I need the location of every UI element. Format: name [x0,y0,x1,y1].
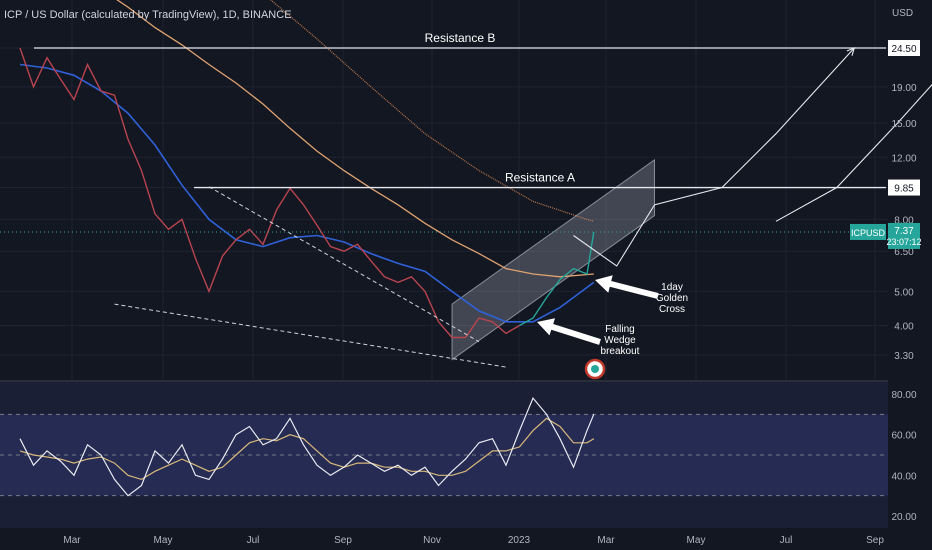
time-tick-label: Sep [866,535,884,546]
price-tick-label: 19.00 [891,83,916,94]
price-tick-label: 4.00 [894,322,914,333]
ma-200-line [116,0,594,278]
symbol-tag [850,223,886,240]
rsi-tick-label: 40.00 [891,471,916,482]
symbol-label: ICPUSD [851,228,886,238]
breakout-marker-center [591,365,599,373]
annotation-text: Falling [605,324,634,335]
price-tick-label: 6.50 [894,247,914,258]
rsi-ma-line [19,417,595,481]
last-price-tag [888,222,920,249]
annotation-text: breakout [601,346,640,357]
level-price-tag [888,40,920,56]
golden-cross-arrow [595,275,659,299]
price-tick-label: 12.00 [891,153,916,164]
resistance-label: Resistance B [425,31,496,45]
time-tick-label: Jul [247,535,260,546]
ma-50-line [19,63,595,323]
countdown-label: 23:07:12 [886,237,921,247]
price-tick-label: 5.00 [894,287,914,298]
wedge-lower-line [114,303,507,368]
rsi-pane: 20.00 40.00 60.00 80.00 [0,382,917,528]
time-tick-label: May [154,535,173,546]
projection-path [775,83,932,222]
annotation-text: 1day [661,282,683,293]
rsi-tick-label: 20.00 [891,512,916,523]
annotation-text: Golden [656,293,688,304]
time-axis: Mar May Jul Sep Nov 2023 Mar May Jul Sep [0,529,932,550]
time-tick-label: Jul [780,535,793,546]
time-tick-label: 2023 [508,535,531,546]
breakout-arrow [537,318,601,345]
price-tick-label: 8.00 [894,215,914,226]
ascending-channel [451,158,655,361]
time-axis-background [0,529,932,550]
falling-wedge [114,186,606,380]
time-tick-label: Mar [597,535,615,546]
level-price-label: 24.50 [891,44,916,55]
price-axis: 24.50 9.85 3.30 4.00 5.00 6.50 8.00 12.00 15.00 1… [0,40,922,362]
annotation-text: Wedge [604,335,636,346]
price-tick-label: 15.00 [891,119,916,130]
projection-arrowhead [846,47,856,56]
resistance-levels: Resistance B Resistance A [34,31,886,189]
time-tick-label: May [687,535,706,546]
wedge-upper-line [208,186,480,343]
level-price-label: 9.85 [894,184,914,195]
time-tick-label: Sep [334,535,352,546]
channel-box [451,158,655,361]
level-price-tag [888,179,920,196]
rsi-tick-label: 80.00 [891,390,916,401]
time-tick-label: Nov [423,535,441,546]
projection-arrows [573,47,932,267]
rsi-line [19,396,595,497]
moving-averages [19,0,595,323]
currency-label: USD [892,8,914,19]
time-tick-label: Mar [63,535,81,546]
price-tick-label: 3.30 [894,351,914,362]
resistance-label: Resistance A [505,171,575,185]
chart-title: ICP / US Dollar (calculated by TradingVi… [4,9,292,21]
rsi-tick-label: 60.00 [891,431,916,442]
projection-path [573,47,855,267]
annotation-text: Cross [659,304,685,315]
price-series-2023-line [519,231,595,327]
last-price-label: 7.37 [894,226,914,237]
ma-100-line [269,0,594,222]
